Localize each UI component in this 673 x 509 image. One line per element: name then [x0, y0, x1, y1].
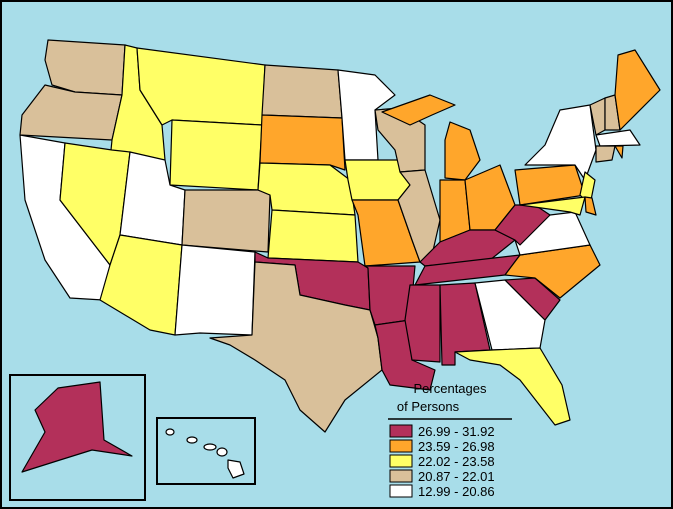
state	[454, 347, 571, 426]
legend-label: 12.99 - 20.86	[418, 484, 495, 499]
legend-swatch	[389, 454, 413, 468]
state	[209, 261, 383, 433]
state	[474, 279, 546, 351]
legend: Percentages of Persons 26.99 - 31.9223.5…	[388, 381, 512, 499]
state	[584, 196, 597, 216]
state	[169, 119, 263, 191]
state	[44, 39, 126, 96]
hawaii	[165, 428, 245, 479]
state	[261, 64, 343, 119]
state	[174, 244, 256, 336]
state	[381, 94, 456, 126]
legend-swatch	[389, 439, 413, 453]
state	[524, 104, 597, 181]
state	[337, 69, 396, 161]
state	[259, 114, 346, 171]
state	[186, 436, 198, 444]
legend-label: 22.02 - 23.58	[418, 454, 495, 469]
state	[595, 145, 616, 163]
state	[165, 428, 175, 436]
legend-swatch	[389, 469, 413, 483]
state	[404, 284, 441, 363]
state	[595, 129, 641, 147]
state	[614, 49, 661, 131]
state	[227, 459, 245, 479]
state	[203, 443, 217, 451]
state	[504, 277, 561, 321]
state	[494, 204, 551, 246]
state	[181, 189, 271, 253]
legend-title: Percentages	[414, 381, 487, 396]
state	[267, 209, 359, 263]
state	[21, 381, 133, 473]
legend-label: 23.59 - 26.98	[418, 439, 495, 454]
state	[614, 145, 624, 159]
legend-label: 20.87 - 22.01	[418, 469, 495, 484]
legend-title: of Persons	[397, 399, 460, 414]
legend-swatch	[389, 424, 413, 438]
states	[19, 39, 661, 433]
state	[519, 196, 586, 216]
legend-label: 26.99 - 31.92	[418, 424, 495, 439]
state	[216, 447, 228, 457]
legend-swatch	[389, 484, 413, 498]
